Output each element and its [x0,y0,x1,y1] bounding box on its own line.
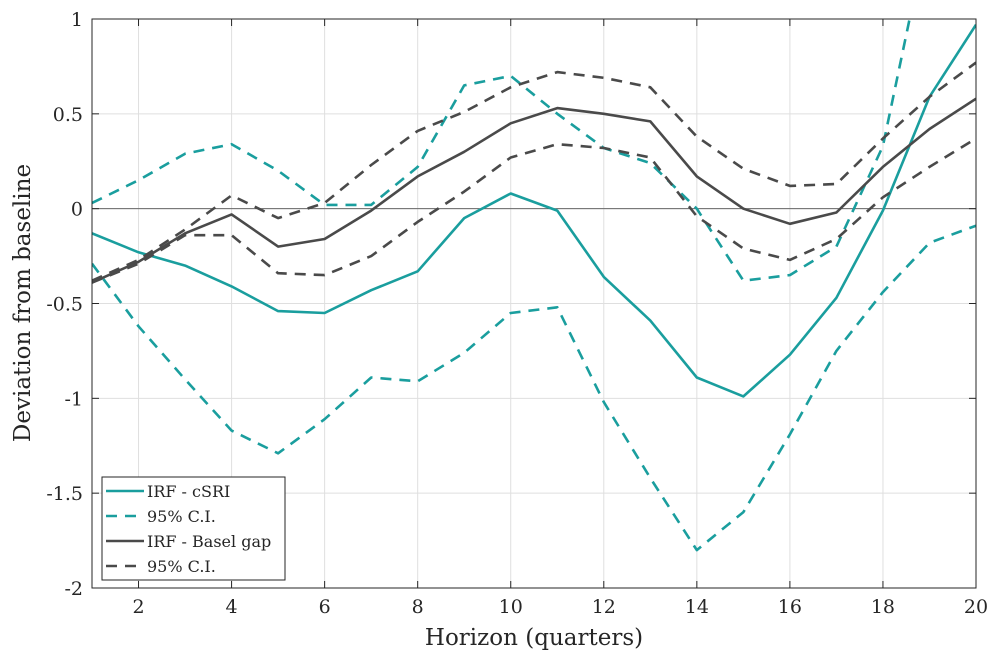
x-tick-label: 2 [132,596,144,618]
series-line-0 [92,23,976,398]
x-tick-label: 10 [499,596,523,618]
series-line-2 [92,224,976,552]
series-group [92,19,976,552]
x-axis-label: Horizon (quarters) [425,625,643,651]
x-tick-label: 20 [964,596,988,618]
legend: IRF - cSRI 95% C.I. IRF - Basel gap 95% C.I… [101,476,286,581]
series-line-4 [92,61,976,282]
x-tick-label: 14 [685,596,709,618]
y-tick-label: -0.5 [46,294,83,316]
y-tick-label: -1 [64,388,83,410]
series-line-5 [92,137,976,284]
y-axis-label: Deviation from baseline [10,164,36,442]
y-tick-label: 1 [71,9,83,31]
y-tick-label: 0 [71,199,83,221]
y-tick-label: -1.5 [46,483,83,505]
x-tick-label: 4 [226,596,238,618]
x-tick-label: 18 [871,596,895,618]
x-tick-label: 8 [412,596,424,618]
legend-box [101,476,286,581]
legend-label: IRF - Basel gap [147,532,271,551]
series-line-1 [92,19,911,283]
x-tick-label: 6 [319,596,331,618]
series-line-3 [92,97,976,284]
legend-label: 95% C.I. [147,557,216,576]
legend-label: 95% C.I. [147,507,216,526]
y-tick-label: 0.5 [53,104,83,126]
legend-label: IRF - cSRI [147,482,230,501]
axis-ticks: 2 4 6 8 10 12 14 16 18 20 -2 -1.5 -1 -0.5 0 0.5 1 [46,9,988,618]
x-tick-label: 12 [592,596,616,618]
y-tick-label: -2 [64,578,83,600]
x-tick-label: 16 [778,596,802,618]
